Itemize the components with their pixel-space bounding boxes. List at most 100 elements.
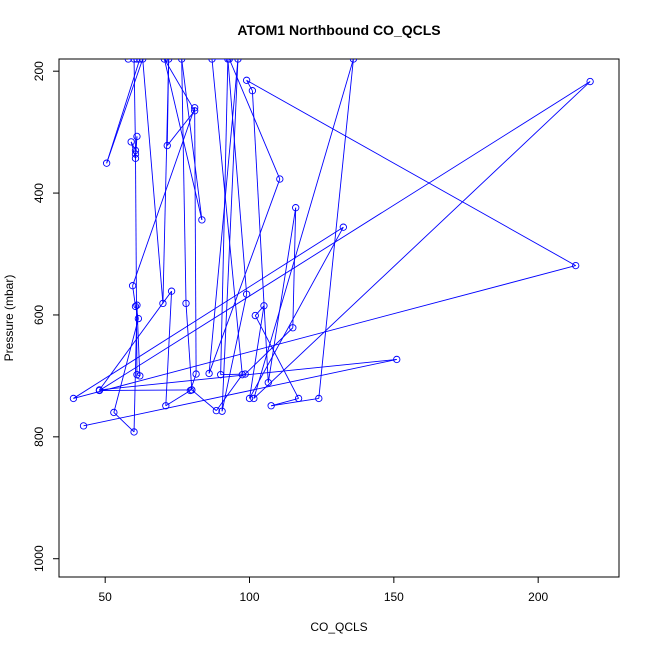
data-point — [182, 299, 190, 308]
data-point — [192, 370, 200, 378]
data-point — [163, 141, 171, 150]
data-point — [95, 386, 104, 395]
y-tick-label: 400 — [32, 183, 46, 203]
data-point — [586, 77, 594, 86]
data-point — [167, 287, 176, 295]
data-point — [136, 59, 144, 63]
series-segment — [99, 290, 172, 391]
data-point — [198, 216, 206, 224]
series-segment — [163, 59, 196, 112]
data-point — [260, 302, 268, 310]
series-segment — [251, 90, 269, 383]
data-point — [250, 394, 258, 403]
series-segment — [136, 305, 141, 376]
data-point — [139, 59, 147, 63]
y-axis-label: Pressure (mbar) — [2, 275, 16, 362]
series-segment — [208, 59, 239, 374]
data-point — [205, 369, 213, 378]
data-point — [110, 408, 118, 417]
data-point — [294, 394, 303, 403]
series-segment — [165, 390, 191, 407]
series-segment — [220, 373, 246, 376]
data-point — [242, 290, 251, 298]
data-point — [160, 59, 169, 63]
data-point — [127, 138, 135, 146]
data-point — [178, 59, 186, 63]
series-segment — [133, 59, 136, 151]
series-segment — [211, 59, 243, 375]
data-point — [133, 132, 141, 141]
y-tick-label: 1000 — [32, 545, 46, 572]
data-point — [315, 394, 323, 403]
data-point — [191, 107, 199, 115]
series-segment — [254, 305, 265, 316]
data-point — [162, 402, 170, 410]
series-segment — [130, 141, 136, 151]
series-segment — [185, 303, 193, 390]
series-segment — [246, 79, 576, 266]
data-point — [208, 59, 216, 63]
data-point — [216, 371, 225, 379]
series-segment — [220, 59, 229, 375]
data-point — [248, 87, 257, 95]
data-point — [218, 407, 226, 415]
series-segment — [132, 107, 196, 286]
data-point — [292, 204, 300, 212]
data-point — [188, 386, 196, 394]
data-point — [224, 59, 232, 63]
series-segment — [253, 81, 591, 399]
x-axis: 50 100 150 200 — [99, 576, 549, 604]
series-segment — [194, 107, 197, 375]
data-point — [212, 406, 220, 415]
data-point — [234, 59, 242, 63]
series-segment — [166, 59, 170, 146]
plot-area — [69, 59, 594, 436]
y-axis: 200 400 600 800 1000 — [32, 61, 60, 572]
series-segment — [166, 110, 196, 146]
series-segment — [271, 398, 299, 407]
x-tick-label: 50 — [99, 590, 113, 604]
data-point — [159, 299, 167, 308]
data-point — [79, 422, 88, 430]
series-segment — [246, 80, 253, 91]
data-point — [349, 59, 358, 63]
series-segment — [191, 389, 217, 411]
data-point — [238, 371, 246, 379]
series-segment — [73, 226, 344, 399]
series-segment — [142, 59, 164, 304]
series-segment — [181, 59, 187, 304]
series-segment — [244, 327, 294, 375]
x-tick-label: 100 — [239, 590, 259, 604]
x-tick-label: 150 — [384, 590, 404, 604]
data-point — [133, 371, 141, 379]
series-segment — [221, 59, 239, 412]
series-segment — [318, 59, 354, 399]
data-point — [165, 59, 173, 63]
data-point — [242, 76, 251, 84]
series-segment — [249, 226, 344, 399]
series-segment — [221, 294, 248, 412]
chart-title: ATOM1 Northbound CO_QCLS — [237, 22, 440, 38]
data-point — [131, 146, 140, 155]
data-point — [191, 104, 199, 112]
series-segment — [228, 59, 281, 180]
data-point — [131, 302, 140, 311]
series-segment — [113, 412, 135, 433]
data-point — [245, 394, 254, 403]
series-segment — [271, 397, 319, 407]
series-segment — [227, 59, 248, 295]
data-point — [134, 314, 143, 323]
data-point — [133, 59, 141, 63]
series-segment — [83, 358, 397, 427]
series-segment — [208, 178, 281, 374]
data-point — [241, 370, 249, 378]
data-point — [572, 261, 580, 270]
data-point — [339, 223, 347, 231]
data-point — [267, 402, 275, 410]
y-tick-label: 800 — [32, 427, 46, 447]
series-segment — [249, 305, 265, 399]
series-segment — [165, 291, 173, 406]
series-segment — [253, 59, 354, 399]
data-point — [393, 355, 401, 364]
